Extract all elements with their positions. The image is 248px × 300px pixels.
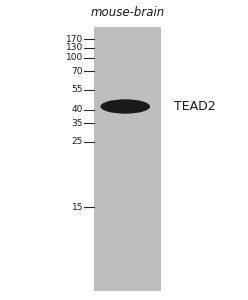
- Text: 35: 35: [72, 118, 83, 127]
- FancyBboxPatch shape: [94, 27, 161, 291]
- Text: 100: 100: [66, 53, 83, 62]
- Text: 130: 130: [66, 44, 83, 52]
- Text: 55: 55: [72, 85, 83, 94]
- Text: 25: 25: [72, 137, 83, 146]
- Text: 70: 70: [72, 67, 83, 76]
- Text: TEAD2: TEAD2: [174, 100, 215, 113]
- Text: 15: 15: [72, 202, 83, 211]
- Ellipse shape: [100, 99, 150, 114]
- Text: mouse-brain: mouse-brain: [91, 7, 165, 20]
- Text: 170: 170: [66, 34, 83, 43]
- Text: 40: 40: [72, 105, 83, 114]
